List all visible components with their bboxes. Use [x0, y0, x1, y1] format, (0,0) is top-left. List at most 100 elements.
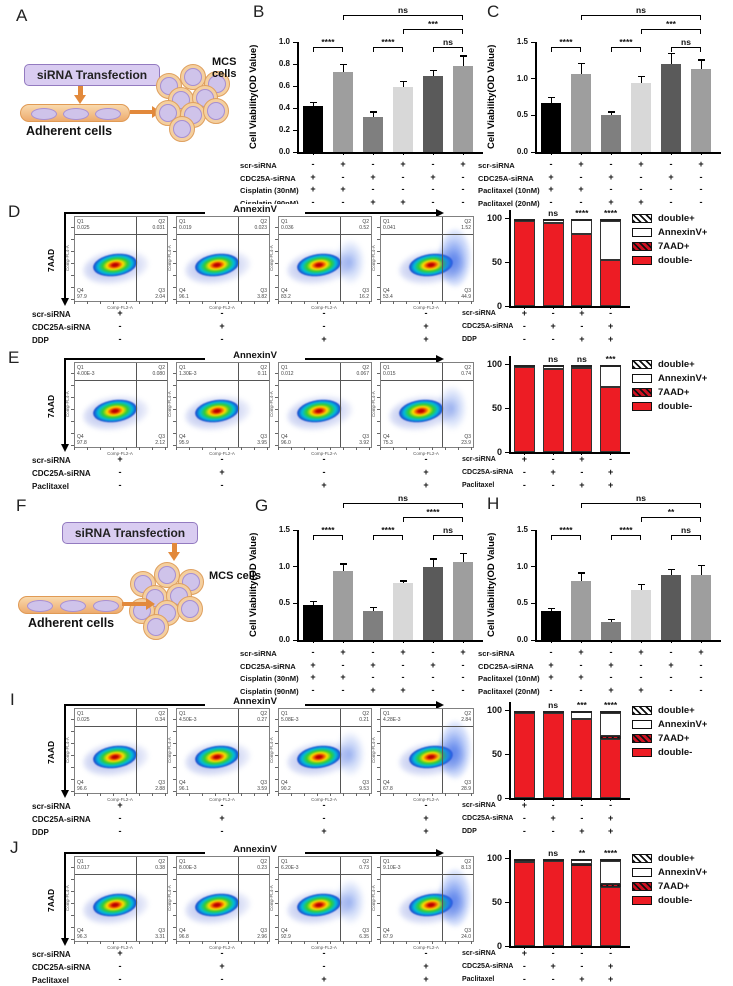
condition-mark: + — [423, 321, 429, 331]
x-tick — [580, 640, 582, 643]
flow-y-axis-label: Comp-FL4-A — [371, 245, 376, 271]
quadrant-label-q4: Q4 96.1 — [179, 287, 189, 300]
flow-y-axis-label: Comp-FL4-A — [167, 245, 172, 271]
down-arrow-head-icon — [60, 790, 69, 798]
y-tick-label: 0.0 — [278, 147, 290, 156]
condition-mark: - — [461, 659, 465, 670]
condition-label: Cisplatin (90nM) — [240, 686, 299, 696]
quadrant-label-q2: Q2 2.84 — [461, 710, 471, 723]
legend-label: double- — [658, 894, 693, 906]
y-tick — [531, 78, 535, 80]
stacked-bar-segment — [600, 861, 622, 885]
error-bar — [342, 65, 344, 72]
y-tick-label: 0.2 — [278, 125, 290, 134]
gate-horizontal — [75, 874, 167, 875]
stacked-bar-segment — [600, 364, 622, 367]
flow-plot: Q1 9.10E-3 Q2 8.13 Q4 67.9 Q3 24.0 — [380, 856, 474, 942]
7aad-axis-line — [64, 212, 66, 298]
y-axis-label: Cell Viability(OD Value) — [486, 532, 497, 638]
7aad-axis-line — [64, 852, 66, 938]
condition-mark: - — [118, 961, 122, 971]
sig-label: ** — [578, 847, 586, 858]
x-tick — [552, 306, 554, 309]
gate-horizontal — [75, 234, 167, 235]
error-bar-cap — [697, 59, 705, 61]
condition-mark: - — [699, 659, 703, 670]
flow-y-ticks — [172, 362, 176, 446]
condition-mark: - — [371, 647, 375, 657]
mcs-cell-nucleus — [159, 104, 177, 122]
panel-h-bar-chart: Cell Viability(OD Value) 0.0 0.5 1.0 1.5 ****… — [478, 493, 728, 704]
legend-swatch-red — [632, 256, 652, 265]
condition-mark: - — [549, 647, 553, 657]
mcs-cell-nucleus — [173, 120, 191, 138]
condition-mark: + — [370, 171, 376, 182]
sirna-transfection-box: siRNA Transfection — [24, 64, 160, 86]
7aad-axis-label: 7AAD — [46, 888, 56, 912]
stacked-bar-segment — [600, 738, 622, 798]
flow-x-ticks — [380, 301, 472, 304]
error-bar — [610, 620, 612, 623]
condition-mark: - — [609, 308, 613, 318]
sig-label: **** — [619, 525, 633, 535]
stacked-bar-segment — [513, 367, 535, 452]
x-tick — [610, 452, 612, 455]
quadrant-label-q1: Q1 0.015 — [383, 364, 396, 377]
stacked-bar-segment — [542, 223, 564, 306]
sig-label: *** — [576, 699, 587, 710]
condition-mark: - — [371, 159, 375, 169]
flow-y-axis-label: Comp-FL4-A — [269, 885, 274, 911]
condition-label: Paclitaxel — [32, 482, 69, 491]
sig-bracket — [403, 517, 463, 522]
condition-mark: + — [668, 659, 674, 670]
y-tick — [505, 305, 509, 307]
right-arrow-head-icon — [436, 700, 444, 709]
x-tick — [640, 640, 642, 643]
panel-letter-f: F — [16, 496, 27, 515]
7aad-axis-label: 7AAD — [46, 740, 56, 764]
quadrant-label-q4: Q4 95.9 — [179, 433, 189, 446]
panel-g-bar-chart: Cell Viability(OD Value) 0.0 0.5 1.0 1.5 ****… — [240, 493, 490, 704]
sig-bracket — [403, 29, 463, 34]
legend-label: AnnexinV+ — [658, 866, 708, 878]
condition-mark: + — [607, 826, 614, 836]
stacked-bar-segment — [542, 369, 564, 452]
condition-label: CDC25A-siRNA — [462, 469, 514, 476]
condition-label: CDC25A-siRNA — [240, 173, 296, 183]
cell-oval — [27, 599, 53, 612]
y-tick — [531, 114, 535, 116]
error-bar — [640, 77, 642, 84]
cell-oval — [93, 599, 119, 612]
y-tick-label: 50 — [491, 256, 502, 267]
bar — [393, 582, 413, 640]
y-axis — [509, 210, 511, 307]
flow-x-ticks — [278, 793, 370, 796]
quadrant-label-q1: Q1 0.025 — [77, 710, 90, 723]
sig-bracket — [641, 29, 701, 34]
error-bar — [372, 607, 374, 612]
error-bar — [342, 564, 344, 572]
condition-mark: - — [118, 974, 122, 984]
gate-horizontal — [177, 234, 269, 235]
panel-letter-i: I — [10, 690, 15, 709]
condition-mark: - — [431, 159, 435, 169]
sirna-transfection-box: siRNA Transfection — [62, 522, 198, 544]
quadrant-label-q2: Q2 0.023 — [254, 218, 267, 231]
y-tick-label: 100 — [486, 705, 502, 716]
condition-mark: - — [579, 659, 583, 670]
x-axis — [509, 946, 630, 948]
condition-mark: - — [311, 684, 315, 695]
flow-y-axis-label: Comp-FL4-A — [65, 391, 70, 417]
condition-mark: + — [321, 974, 327, 984]
flow-y-ticks — [70, 362, 74, 446]
flow-y-axis-label: Comp-FL4-A — [269, 245, 274, 271]
quadrant-label-q4: Q4 75.3 — [383, 433, 393, 446]
legend-swatch-white — [632, 228, 652, 237]
condition-mark: + — [698, 647, 704, 657]
condition-mark: - — [699, 171, 703, 182]
quadrant-label-q2: Q2 0.74 — [461, 364, 471, 377]
panel-i-flow-row: AnnexinV 7AAD Q1 0.025 Q2 0.34 Q4 96.6 Q3 2.8… — [0, 692, 733, 840]
cell-oval — [31, 107, 57, 120]
condition-mark: - — [580, 467, 584, 477]
mcs-cell-nucleus — [147, 618, 165, 636]
